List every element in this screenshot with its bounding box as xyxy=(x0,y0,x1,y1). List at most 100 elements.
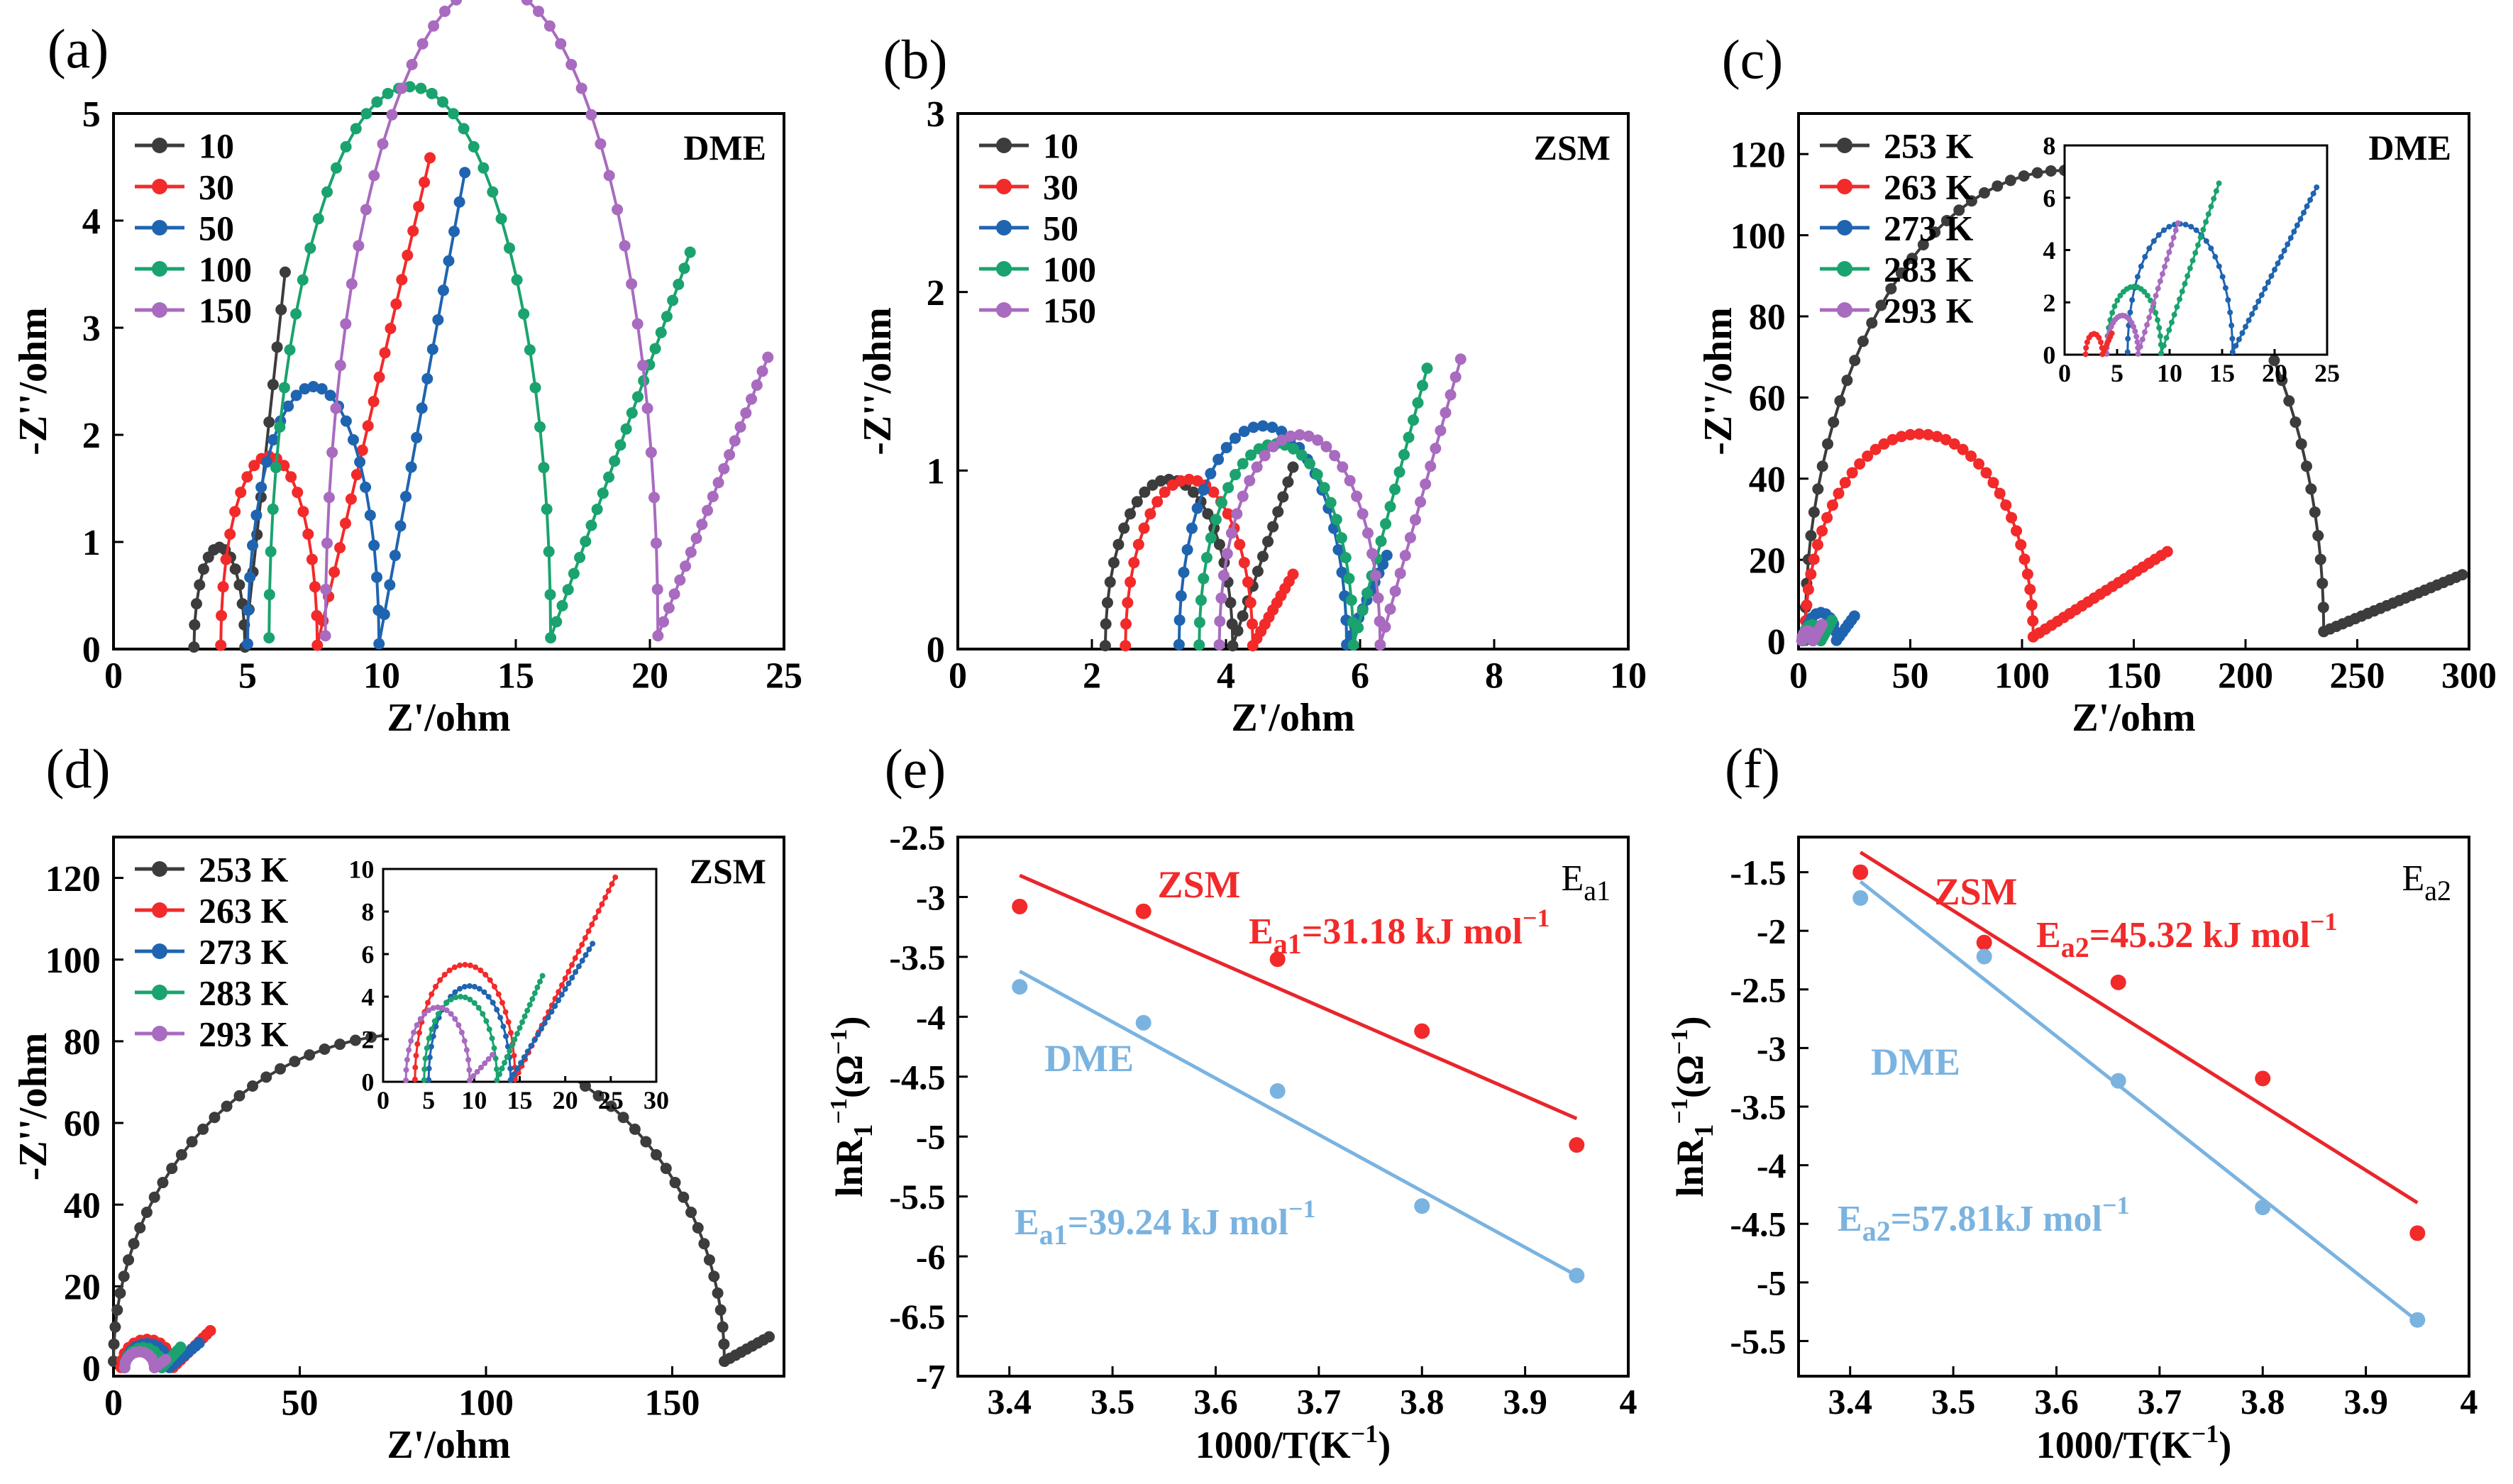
data-point xyxy=(1878,438,1890,450)
data-point xyxy=(2316,577,2329,589)
data-point xyxy=(477,162,490,174)
data-point xyxy=(575,963,582,970)
y-tick-label: -6 xyxy=(916,1237,946,1277)
x-tick-label: 150 xyxy=(2106,656,2162,697)
data-point xyxy=(405,461,417,473)
data-point xyxy=(229,506,241,518)
data-point xyxy=(193,1337,205,1349)
series-3 xyxy=(2082,330,2115,358)
legend-marker xyxy=(1837,261,1852,277)
y-tick-label: -5 xyxy=(916,1117,946,1157)
data-point xyxy=(2243,323,2249,330)
data-point xyxy=(565,59,578,71)
y-axis-title-sup2: −1 xyxy=(1667,1029,1693,1054)
data-point xyxy=(2249,311,2255,317)
data-point xyxy=(426,1035,432,1041)
data-point xyxy=(1256,550,1269,563)
y-tick-label: -3 xyxy=(1757,1029,1786,1068)
plot-frame xyxy=(956,836,1630,1378)
data-point xyxy=(1957,443,1969,455)
data-point xyxy=(661,311,673,323)
data-point xyxy=(2021,568,2033,580)
data-point xyxy=(2287,235,2294,241)
series-30 xyxy=(215,152,436,651)
x-tick-label: 0 xyxy=(2058,359,2071,387)
data-point xyxy=(1372,592,1384,604)
data-point xyxy=(1335,532,1347,544)
data-point xyxy=(2168,319,2175,326)
panel-annotation: ZSM xyxy=(690,851,766,891)
data-point xyxy=(267,379,279,391)
data-point xyxy=(579,1080,591,1092)
y-tick-label: 10 xyxy=(348,855,374,884)
data-point xyxy=(2252,304,2258,311)
data-point xyxy=(485,994,492,1000)
y-tick-label: -2 xyxy=(1757,912,1786,951)
data-point xyxy=(1841,375,1853,387)
data-point xyxy=(470,1073,477,1079)
data-point xyxy=(494,1007,500,1013)
y-tick-label: -2.5 xyxy=(889,818,945,858)
data-point xyxy=(1417,380,1429,392)
data-point xyxy=(378,609,390,621)
data-point xyxy=(413,1053,419,1059)
data-point xyxy=(507,1048,513,1054)
data-point xyxy=(1125,508,1137,520)
activation-energy-sub: a1 xyxy=(1274,928,1302,960)
legend-marker xyxy=(996,261,1012,277)
data-point xyxy=(194,579,206,591)
panel-f: (f) 3.4 3.5 3.6 3.7 3.8 3.9 4 -5.5 -5 -4.5 -4 -3.5 -3… xyxy=(1667,738,2478,1466)
data-point xyxy=(640,1136,652,1148)
legend-marker xyxy=(152,1026,167,1041)
data-point xyxy=(2272,267,2277,273)
y-tick-label: 40 xyxy=(1749,460,1786,500)
x-tick-label: 5 xyxy=(2111,359,2123,387)
inset-background xyxy=(383,869,656,1082)
data-point xyxy=(2125,336,2131,342)
series-name-label: DME xyxy=(1044,1037,1134,1080)
data-point xyxy=(221,1100,233,1112)
data-point xyxy=(108,1338,120,1350)
y-tick-label: -2.5 xyxy=(1730,970,1786,1009)
data-point xyxy=(320,583,332,595)
y-tick-label: -3 xyxy=(916,877,946,917)
data-point xyxy=(1230,469,1242,481)
data-point xyxy=(685,1206,697,1218)
x-tick-label: 10 xyxy=(363,656,400,697)
data-point xyxy=(1931,431,1943,443)
data-point xyxy=(1256,420,1269,432)
data-point xyxy=(2138,263,2144,270)
data-point xyxy=(433,1024,439,1030)
data-point xyxy=(1816,619,1828,631)
data-point xyxy=(1269,1083,1286,1100)
legend-entry: 283 K xyxy=(1884,250,1974,289)
data-point xyxy=(462,995,468,1001)
data-point xyxy=(1120,618,1132,630)
data-point xyxy=(1399,550,1411,562)
data-point xyxy=(500,1024,507,1030)
data-point xyxy=(1965,450,1977,463)
data-point xyxy=(475,1004,482,1011)
data-point xyxy=(1227,640,1239,652)
data-point xyxy=(509,1042,515,1048)
data-point xyxy=(482,971,489,978)
data-point xyxy=(1895,267,1907,279)
data-point xyxy=(541,503,553,515)
data-point xyxy=(406,59,418,71)
data-point xyxy=(416,38,429,50)
data-point xyxy=(309,581,321,593)
x-tick-label: 6 xyxy=(1351,656,1369,697)
y-tick-label: 0 xyxy=(927,630,945,670)
x-tick-label: 3.4 xyxy=(1828,1382,1872,1422)
data-point xyxy=(667,294,679,306)
data-point xyxy=(674,574,686,586)
data-point xyxy=(652,630,664,642)
data-point xyxy=(1340,552,1352,564)
legend-entry: 263 K xyxy=(199,891,289,931)
data-point xyxy=(2114,297,2121,304)
data-point xyxy=(1852,890,1869,906)
y-axis-title-main: lnR xyxy=(828,1136,871,1197)
data-point xyxy=(400,490,412,502)
data-point xyxy=(1132,538,1144,550)
